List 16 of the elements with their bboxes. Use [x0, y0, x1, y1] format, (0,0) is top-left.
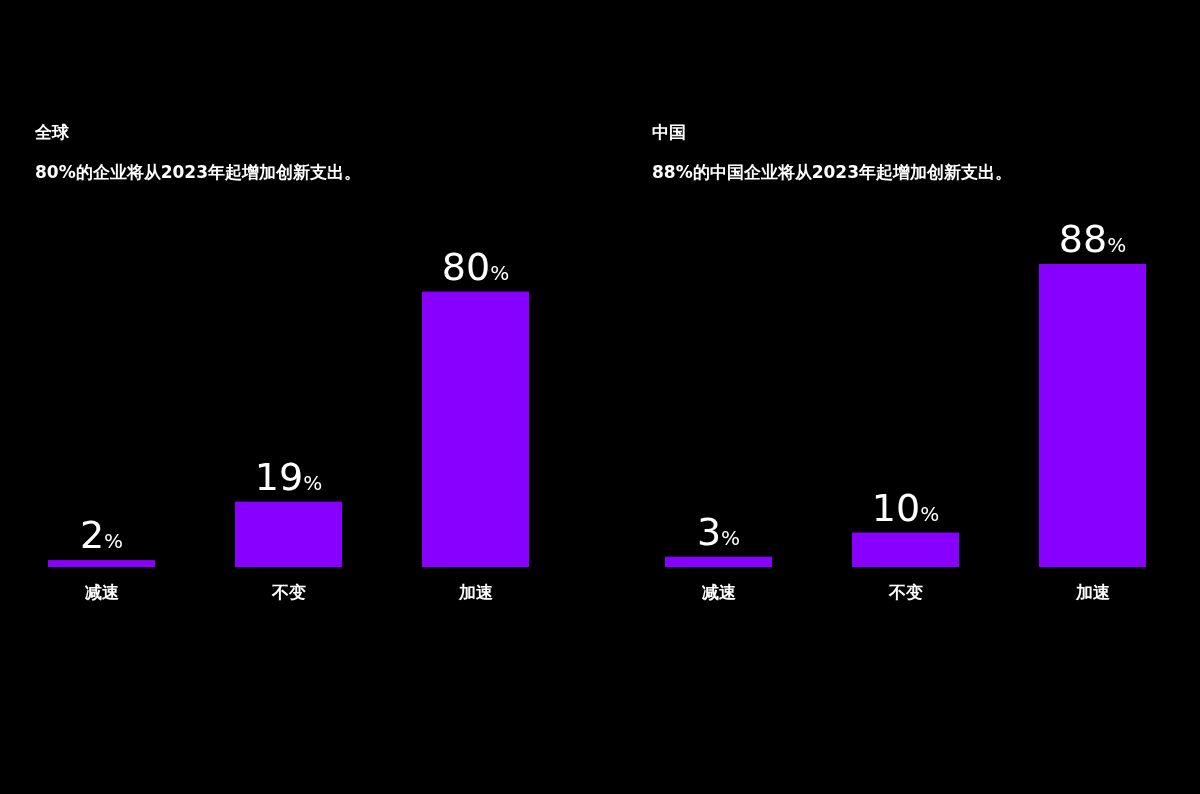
x-tick-label: 减速 [84, 582, 119, 602]
data-label: 88% [1058, 217, 1127, 261]
x-tick-label: 加速 [457, 582, 493, 602]
data-label: 2% [79, 513, 124, 558]
chart-title: 全球 [34, 122, 70, 142]
chart-subtitle: 88%的中国企业将从2023年起增加创新支出。 [652, 162, 1013, 182]
x-tick-label: 加速 [1074, 582, 1110, 602]
data-label: 3% [696, 509, 741, 554]
chart-subtitle: 80%的企业将从2023年起增加创新支出。 [35, 162, 362, 182]
data-label: 19% [254, 454, 323, 499]
chart-title: 中国 [652, 122, 686, 142]
x-tick-label: 不变 [270, 582, 306, 602]
data-label: 10% [871, 485, 940, 530]
x-tick-label: 减速 [701, 582, 736, 602]
x-tick-label: 不变 [887, 582, 923, 602]
data-label: 80% [441, 244, 510, 289]
